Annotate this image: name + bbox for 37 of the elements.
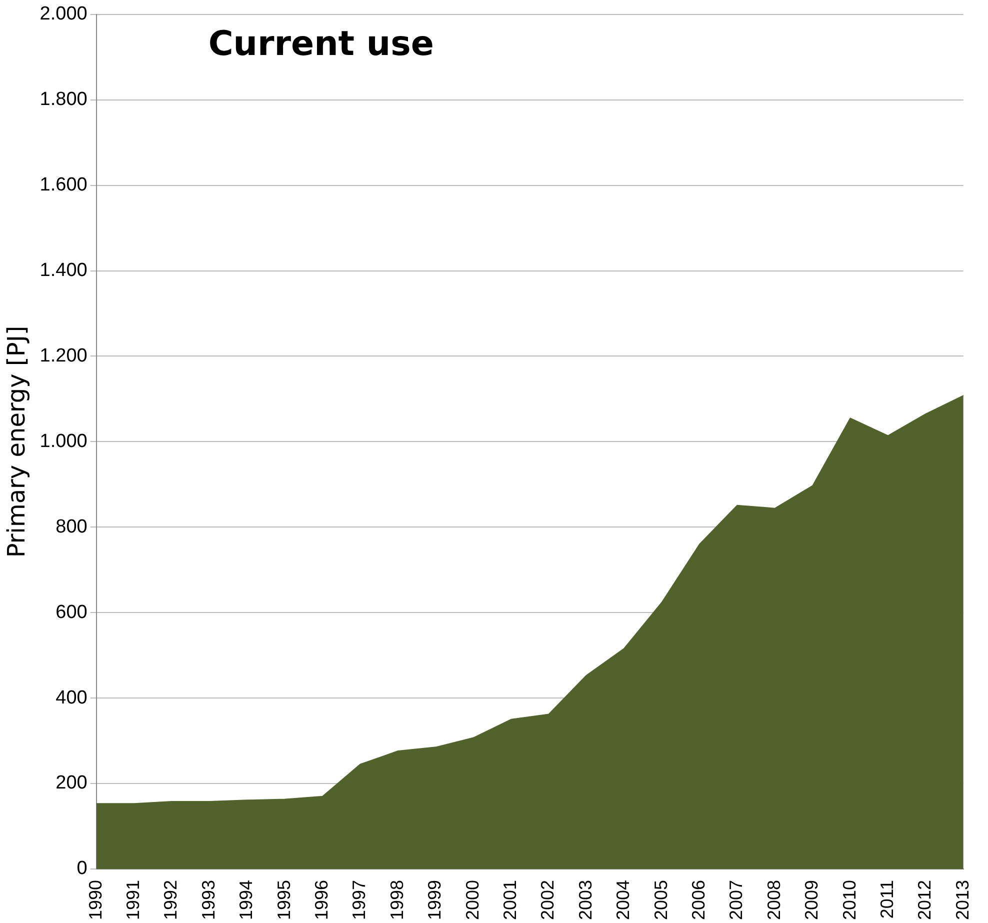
x-tick-label: 1997 [349, 880, 370, 920]
y-tick-label: 0 [76, 858, 88, 880]
y-tick-label: 1.800 [40, 89, 88, 110]
y-tick-label: 800 [56, 516, 88, 538]
x-tick-label: 1992 [160, 880, 181, 920]
x-tick-label: 1995 [274, 880, 294, 920]
x-tick-label: 1998 [386, 880, 407, 920]
x-tick-label: 1993 [198, 880, 218, 920]
x-tick-label: 2012 [914, 880, 935, 920]
y-tick-label: 1.000 [40, 430, 88, 452]
x-tick-label: 2009 [802, 880, 822, 920]
y-tick-label: 1.600 [40, 174, 88, 196]
x-tick-label: 2010 [839, 880, 860, 920]
y-tick-label: 1.400 [40, 260, 88, 281]
x-tick-label: 1990 [85, 880, 106, 920]
y-tick-label: 2.000 [40, 4, 88, 25]
x-tick-label: 2001 [500, 880, 520, 920]
x-tick-label: 1999 [424, 880, 445, 920]
x-tick-label: 2005 [650, 880, 671, 920]
x-tick-label: 2007 [726, 880, 746, 920]
y-tick-label: 1.200 [40, 345, 88, 366]
x-tick-label: 1991 [123, 880, 144, 920]
x-tick-label: 2011 [876, 880, 897, 919]
y-tick-label: 200 [56, 772, 88, 794]
x-tick-label: 2003 [575, 880, 596, 920]
x-tick-label: 1996 [312, 880, 332, 920]
chart-title: Current use [208, 24, 434, 64]
x-tick-label: 2004 [613, 880, 634, 920]
y-tick-label: 400 [56, 687, 88, 708]
y-axis-title: Primary energy [PJ] [2, 326, 31, 558]
y-tick-label: 600 [56, 602, 88, 623]
x-tick-label: 2013 [952, 880, 972, 920]
x-tick-label: 2002 [538, 880, 558, 920]
x-tick-label: 2000 [462, 880, 482, 920]
x-tick-label: 1994 [236, 880, 256, 920]
x-tick-label: 2006 [688, 880, 708, 920]
x-tick-label: 2008 [764, 880, 784, 920]
